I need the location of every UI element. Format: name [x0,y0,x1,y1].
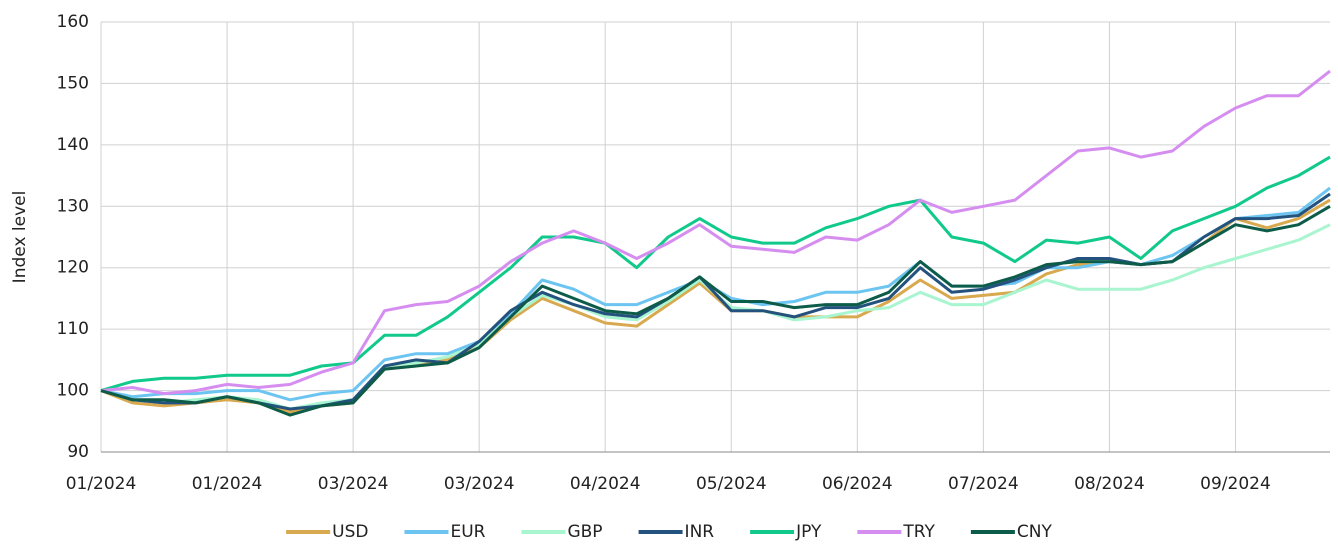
x-tick-label: 06/2024 [822,474,893,494]
y-tick-label: 120 [57,258,89,278]
x-tick-label: 04/2024 [570,474,641,494]
x-tick-label: 01/2024 [66,474,137,494]
y-tick-label: 100 [57,381,89,401]
series-line [100,205,1331,417]
y-tick-label: 150 [57,73,89,93]
legend: USD EUR GBP INR JPY TRY CNY [286,522,1052,542]
legend-label: CNY [1017,522,1053,542]
legend-label: TRY [902,522,935,542]
legend-label: GBP [567,522,602,542]
x-tick-label: 03/2024 [318,474,389,494]
x-tick-label: 01/2024 [192,474,263,494]
series-line [100,155,1331,393]
y-tick-label: 130 [57,196,89,216]
series-line [100,69,1331,396]
legend-label: USD [332,522,368,542]
legend-label: EUR [450,522,485,542]
series-line [100,192,1331,411]
x-tick-label: 09/2024 [1200,474,1271,494]
x-tick-label: 03/2024 [444,474,515,494]
legend-label: INR [685,522,715,542]
y-tick-label: 90 [67,442,89,462]
legend-label: JPY [795,522,822,542]
x-tick-label: 05/2024 [696,474,767,494]
y-tick-label: 110 [57,319,89,339]
y-axis-label: Index level [10,191,30,284]
x-tick-label: 07/2024 [948,474,1019,494]
series-line [100,198,1331,414]
y-tick-label: 160 [57,12,89,32]
x-tick-label: 08/2024 [1074,474,1145,494]
y-tick-label: 140 [57,135,89,155]
